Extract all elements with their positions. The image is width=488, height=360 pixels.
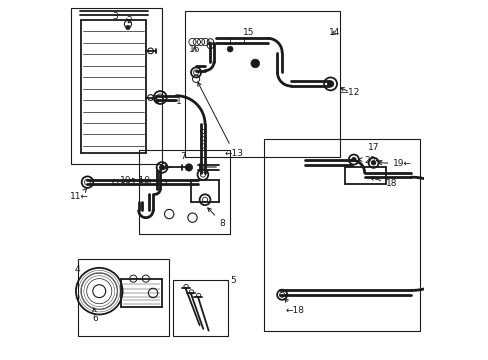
- Bar: [78, 259, 169, 336]
- Text: 6: 6: [92, 308, 98, 323]
- Text: 3: 3: [112, 12, 117, 21]
- Circle shape: [351, 157, 355, 162]
- Text: 11←: 11←: [69, 189, 88, 201]
- Text: 9←: 9←: [160, 163, 173, 172]
- Text: 10: 10: [120, 176, 136, 185]
- Bar: [70, 8, 162, 164]
- Text: 16: 16: [188, 45, 200, 54]
- Text: 15: 15: [242, 28, 254, 37]
- Text: 4: 4: [74, 265, 80, 274]
- Text: ←13: ←13: [198, 82, 244, 158]
- Circle shape: [250, 59, 259, 68]
- Text: 19←: 19←: [377, 159, 411, 168]
- Text: 17: 17: [367, 143, 379, 152]
- Circle shape: [185, 164, 192, 171]
- Text: 5: 5: [230, 276, 235, 285]
- Text: 7: 7: [180, 152, 185, 161]
- Text: 20←: 20←: [358, 156, 383, 165]
- Circle shape: [159, 165, 164, 170]
- Bar: [172, 280, 228, 336]
- Text: ←18: ←18: [284, 298, 304, 315]
- Text: —1: —1: [155, 96, 182, 105]
- Text: 2: 2: [125, 16, 131, 25]
- Circle shape: [125, 26, 130, 30]
- Bar: [264, 139, 419, 330]
- Circle shape: [371, 161, 375, 165]
- Text: 18: 18: [369, 177, 397, 188]
- Text: ←10: ←10: [131, 176, 150, 185]
- Text: —12: —12: [339, 87, 359, 96]
- Circle shape: [227, 46, 233, 52]
- Text: 8: 8: [207, 208, 224, 228]
- Circle shape: [326, 81, 333, 87]
- Bar: [139, 149, 230, 234]
- Text: 14: 14: [328, 28, 340, 37]
- Bar: [185, 12, 339, 157]
